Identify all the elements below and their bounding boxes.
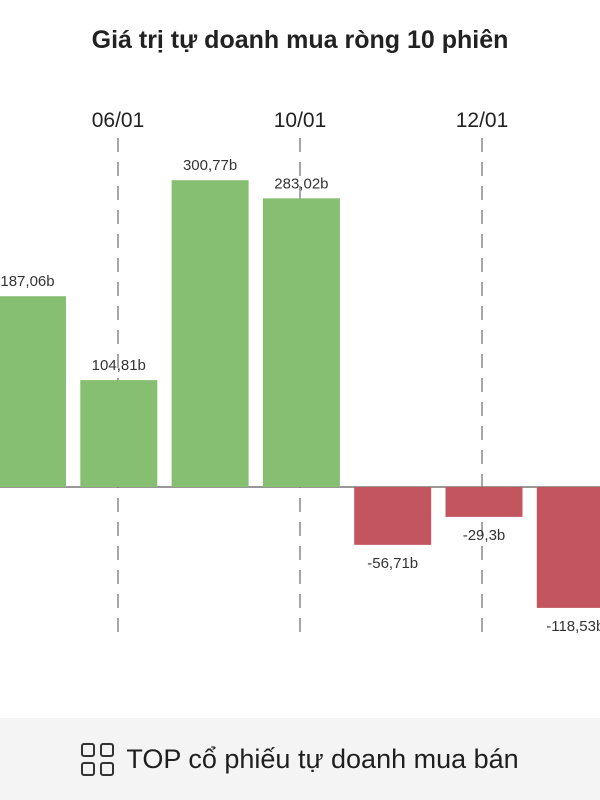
data-label: -29,3b	[463, 527, 506, 544]
grid-icon	[81, 742, 115, 776]
top-stocks-button[interactable]: TOP cổ phiếu tự doanh mua bán	[0, 718, 600, 800]
data-labels: 187,06b 104,81b 300,77b 283,02b -56,71b -29,3…	[0, 157, 600, 635]
x-tick-label: 10/01	[274, 109, 327, 132]
chart-title: Giá trị tự doanh mua ròng 10 phiên	[91, 26, 509, 54]
bar	[536, 487, 600, 608]
bar	[171, 180, 249, 487]
data-label: 283,02b	[274, 175, 328, 192]
bars	[0, 180, 600, 608]
data-label: -118,53b	[546, 618, 600, 635]
bar	[262, 198, 340, 488]
x-tick-label: 12/01	[456, 109, 509, 132]
bar	[80, 380, 158, 487]
bar	[354, 487, 432, 545]
bar	[0, 296, 66, 487]
x-tick-label: 06/01	[92, 109, 145, 132]
data-label: 300,77b	[183, 157, 237, 174]
net-buy-bar-chart: 187,06b 104,81b 300,77b 283,02b -56,71b -29,3…	[0, 109, 600, 640]
data-label: 187,06b	[0, 273, 54, 290]
data-label: -56,71b	[367, 555, 418, 572]
x-tick-labels: 06/01 10/01 12/01	[92, 109, 509, 132]
bar	[445, 487, 523, 517]
data-label: 104,81b	[92, 357, 146, 374]
top-stocks-label: TOP cổ phiếu tự doanh mua bán	[126, 743, 519, 774]
